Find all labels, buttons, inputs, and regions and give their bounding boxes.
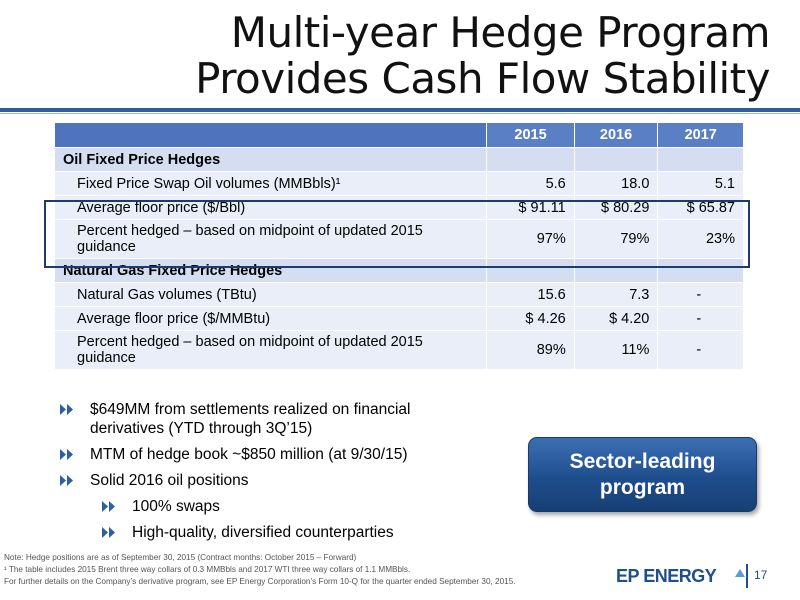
cell-value: - xyxy=(657,330,744,370)
cell-value: 89% xyxy=(486,330,575,370)
cell-value: $ 65.87 xyxy=(657,195,744,220)
callout-line-1: Sector-leading xyxy=(569,449,716,473)
title-line-2: Provides Cash Flow Stability xyxy=(195,54,770,103)
column-header-2016: 2016 xyxy=(573,122,659,148)
double-arrow-icon xyxy=(60,404,73,415)
section-heading: Oil Fixed Price Hedges xyxy=(53,147,488,172)
oil-highlight-box xyxy=(44,200,750,268)
column-header-2015: 2015 xyxy=(486,122,575,148)
footer-separator xyxy=(746,564,748,588)
row-label: Average floor price ($/MMBtu) xyxy=(53,306,488,331)
row-label: Percent hedged – based on midpoint of up… xyxy=(53,219,488,259)
bullet-list: $649MM from settlements realized on fina… xyxy=(60,400,480,549)
bullet-text: Solid 2016 oil positions xyxy=(90,472,249,489)
row-label: Fixed Price Swap Oil volumes (MMBbls)¹ xyxy=(53,171,488,196)
double-arrow-icon xyxy=(102,527,115,538)
cell-value: $ 91.11 xyxy=(486,195,575,220)
cell-value: 23% xyxy=(657,219,744,259)
callout-line-2: program xyxy=(599,475,686,499)
bullet-text: $649MM from settlements realized on fina… xyxy=(90,401,411,437)
row-label: Natural Gas volumes (TBtu) xyxy=(53,282,488,307)
row-label: Percent hedged – based on midpoint of up… xyxy=(53,330,488,370)
slide-title: Multi-year Hedge Program Provides Cash F… xyxy=(195,10,770,102)
sub-bullet-item: High-quality, diversified counterparties xyxy=(102,523,480,542)
footnote-line: Note: Hedge positions are as of Septembe… xyxy=(4,553,357,562)
section-heading: Natural Gas Fixed Price Hedges xyxy=(53,258,488,283)
footnotes: Note: Hedge positions are as of Septembe… xyxy=(4,552,644,588)
bullet-item: $649MM from settlements realized on fina… xyxy=(60,400,480,438)
hedge-table: 2015 2016 2017 Oil Fixed Price Hedges Fi… xyxy=(53,122,744,370)
table-row: Average floor price ($/MMBtu) $ 4.26 $ 4… xyxy=(53,306,744,331)
page-number: 17 xyxy=(754,568,768,582)
double-arrow-icon xyxy=(60,449,73,460)
footnote-line: For further details on the Company’s der… xyxy=(4,577,516,586)
cell-value: 18.0 xyxy=(573,171,659,196)
sub-bullet-text: High-quality, diversified counterparties xyxy=(132,524,394,541)
title-divider-thin xyxy=(0,113,800,114)
logo-triangle-icon xyxy=(735,569,745,577)
row-label: Average floor price ($/Bbl) xyxy=(53,195,488,220)
cell-value: $ 4.20 xyxy=(573,306,659,331)
column-header-2017: 2017 xyxy=(657,122,744,148)
sub-bullet-text: 100% swaps xyxy=(132,498,220,515)
cell-value: 97% xyxy=(486,219,575,259)
title-line-1: Multi-year Hedge Program xyxy=(230,8,771,57)
cell-value: 79% xyxy=(573,219,659,259)
title-divider xyxy=(0,108,800,112)
bullet-item: Solid 2016 oil positions xyxy=(60,471,480,490)
cell-value: - xyxy=(657,282,744,307)
cell-value: $ 4.26 xyxy=(486,306,575,331)
cell-value: - xyxy=(657,306,744,331)
sub-bullet-item: 100% swaps xyxy=(102,497,480,516)
cell-value: 11% xyxy=(573,330,659,370)
double-arrow-icon xyxy=(102,501,115,512)
section-row-gas: Natural Gas Fixed Price Hedges xyxy=(53,258,744,283)
cell-value: 5.1 xyxy=(657,171,744,196)
footnote-line: ¹ The table includes 2015 Brent three wa… xyxy=(4,565,411,574)
table-row: Percent hedged – based on midpoint of up… xyxy=(53,219,744,259)
table-row: Percent hedged – based on midpoint of up… xyxy=(53,330,744,370)
sector-leading-callout-button[interactable]: Sector-leading program xyxy=(528,437,757,512)
cell-value: 7.3 xyxy=(573,282,659,307)
cell-value: 5.6 xyxy=(486,171,575,196)
section-row-oil: Oil Fixed Price Hedges xyxy=(53,147,744,172)
table-row: Natural Gas volumes (TBtu) 15.6 7.3 - xyxy=(53,282,744,307)
double-arrow-icon xyxy=(60,475,73,486)
ep-energy-logo: EP ENERGY xyxy=(616,566,717,586)
cell-value: 15.6 xyxy=(486,282,575,307)
table-row: Fixed Price Swap Oil volumes (MMBbls)¹ 5… xyxy=(53,171,744,196)
table-header-row: 2015 2016 2017 xyxy=(53,122,744,148)
table-header-blank xyxy=(53,122,488,148)
bullet-text: MTM of hedge book ~$850 million (at 9/30… xyxy=(90,446,408,463)
bullet-item: MTM of hedge book ~$850 million (at 9/30… xyxy=(60,445,480,464)
